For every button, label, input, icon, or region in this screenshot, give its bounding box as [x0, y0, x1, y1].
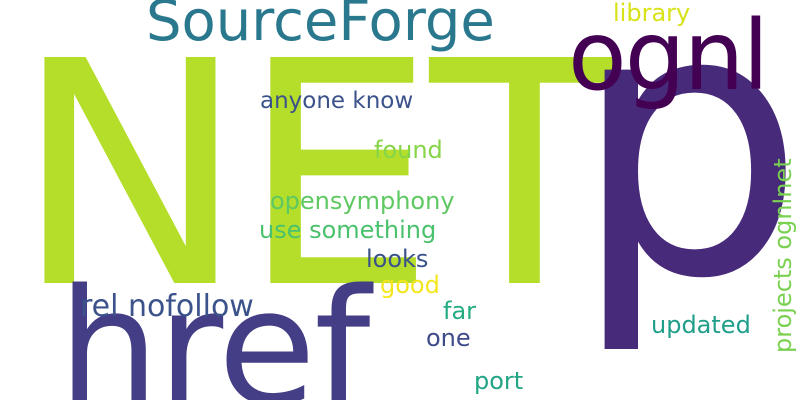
word-far: far [443, 297, 477, 325]
word-opensymphony: opensymphony [270, 187, 455, 215]
word-use-something: use something [259, 216, 437, 244]
word-port: port [474, 367, 524, 395]
word-ognl: ognl [568, 0, 769, 112]
word-one: one [426, 324, 471, 352]
word-found: found [374, 136, 443, 164]
word-p: p [571, 0, 800, 360]
word-updated: updated [651, 311, 751, 339]
word-net: NET [14, 0, 619, 357]
word-anyone-know: anyone know [260, 88, 414, 114]
word-sourceforge: SourceForge [146, 0, 495, 54]
word-rel-nofollow: rel nofollow [80, 289, 254, 324]
word-good: good [380, 271, 440, 299]
word-projects-ognlnet: projects ognlnet [769, 158, 797, 353]
word-looks: looks [366, 245, 429, 273]
word-href: href [58, 254, 370, 400]
word-library: library [613, 0, 691, 27]
